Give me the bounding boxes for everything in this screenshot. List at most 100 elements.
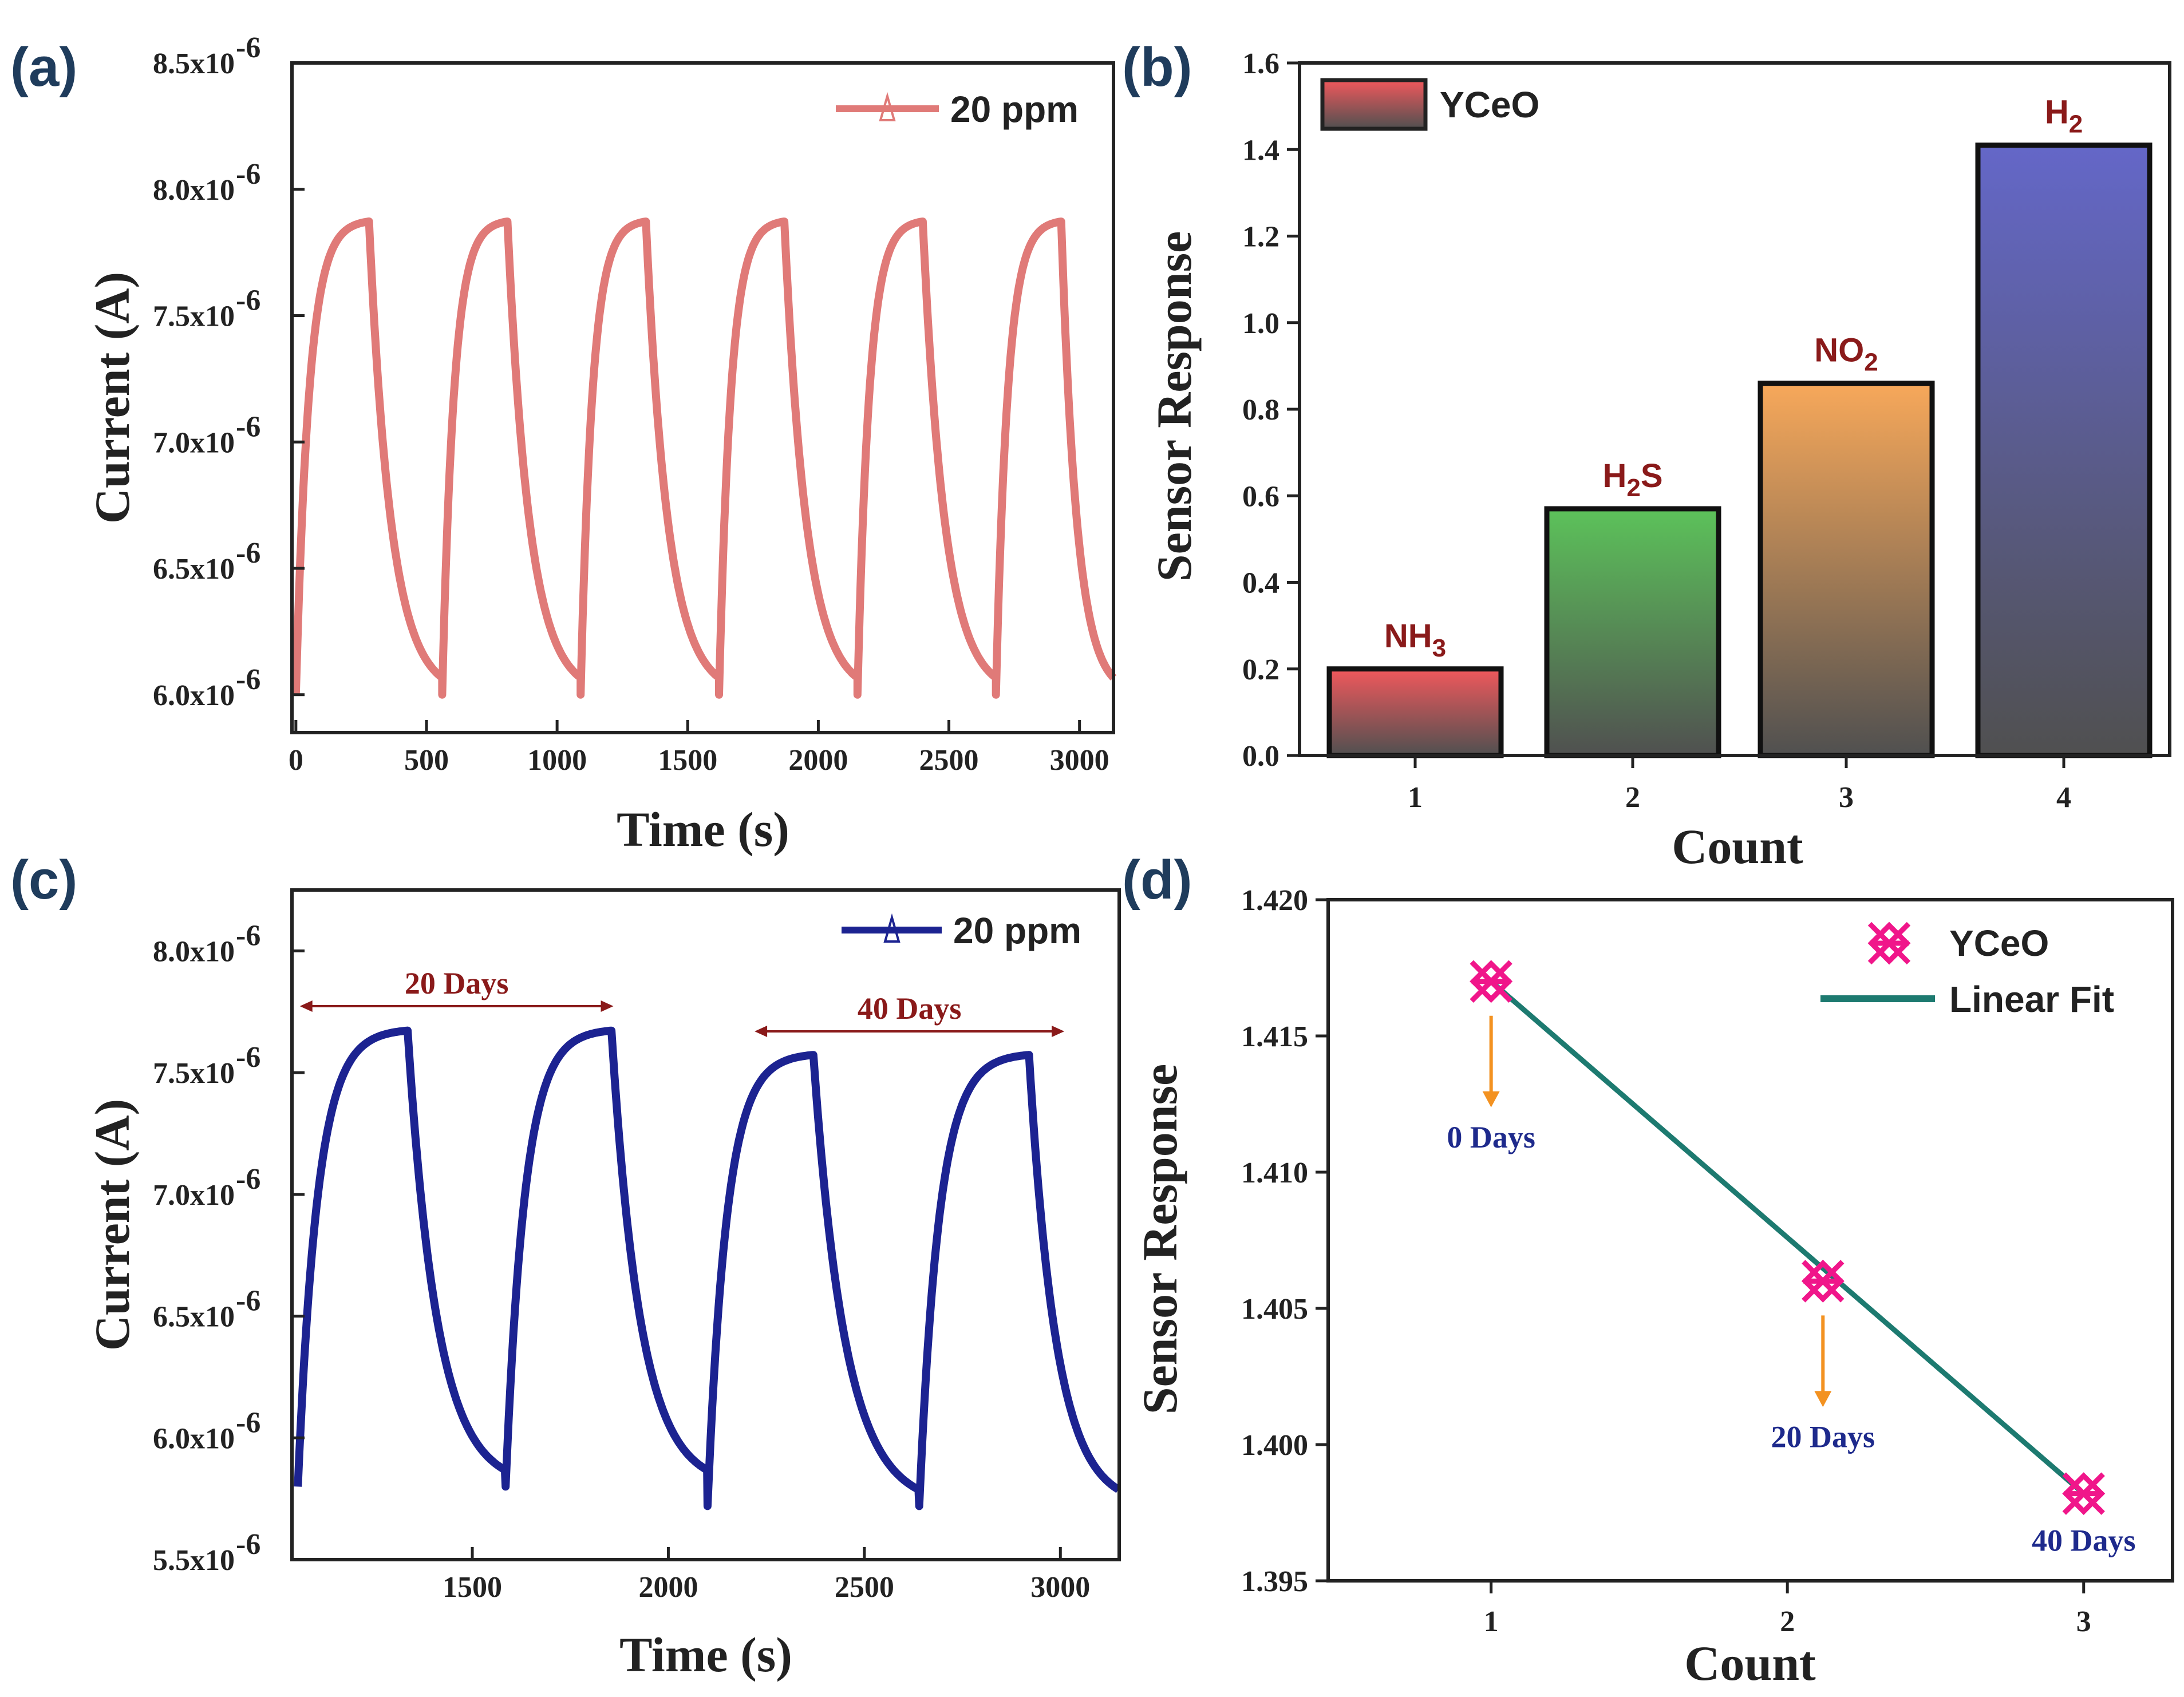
- panel-b-x-ticks: 1 2 3 4: [1408, 755, 2071, 814]
- panel-c-arrowhead-right: [601, 1000, 614, 1012]
- panel-c-frame: [290, 888, 1121, 1561]
- panel-b-x-tick-label: 2: [1625, 781, 1640, 814]
- panel-d-x-tick-label: 2: [1780, 1605, 1795, 1638]
- panel-a-y-tick-exponent: -6: [236, 410, 260, 443]
- panel-b-y-tick-label: 0.0: [1242, 740, 1279, 773]
- panel-d-fit-line: [1489, 979, 2086, 1496]
- panel-d-y-tick-label: 1.415: [1241, 1020, 1308, 1053]
- panel-a-y-tick-exponent: -6: [236, 537, 260, 569]
- panel-b-y-tick-label: 0.8: [1242, 394, 1279, 426]
- panel-c-y-tick-exponent: -6: [236, 1163, 260, 1196]
- panel-c-arrowhead-right: [1052, 1026, 1065, 1037]
- panel-c-x-tick-label: 1500: [443, 1571, 502, 1604]
- panel-b-x-tick-label: 4: [2056, 781, 2071, 814]
- panel-c-x-tick-label: 2000: [638, 1571, 698, 1604]
- panel-c-plot-area: [294, 1026, 1121, 1510]
- panel-a-x-ticks: 0 500 1000 1500 2000 2500 3000: [289, 720, 1109, 777]
- panel-b-legend-label: YCeO: [1440, 84, 1539, 125]
- panel-c-x-ticks: 1500 2000 2500 3000: [443, 1547, 1090, 1604]
- panel-d-y-axis-label: Sensor Response: [1132, 1064, 1187, 1414]
- panel-c-y-tick-label: 8.0x10: [153, 935, 235, 968]
- panel-a-y-axis-label: Current (A): [85, 272, 140, 524]
- panel-c-series-line: [294, 1026, 1121, 1510]
- panel-c-y-ticks: 5.5x10 -66.0x10 -66.5x10 -67.0x10 -67.5x10 -6…: [153, 919, 305, 1577]
- panel-a-plot-area: [291, 217, 1117, 699]
- panel-b-label: (b): [1122, 37, 1192, 98]
- panel-d-legend: YCeO Linear Fit: [1820, 921, 2114, 1020]
- panel-a-y-tick-label: 6.0x10: [153, 679, 235, 712]
- panel-c-annotation-label: 20 Days: [405, 966, 509, 1000]
- panel-d-y-tick-label: 1.395: [1241, 1565, 1308, 1598]
- panel-c-legend: 20 ppm: [842, 910, 1081, 951]
- panel-a-x-tick-label: 2500: [919, 744, 979, 777]
- panel-d-y-tick-label: 1.400: [1241, 1429, 1308, 1462]
- panel-d-x-tick-label: 1: [1484, 1605, 1499, 1638]
- panel-d-data-point: [1801, 1259, 1845, 1303]
- panel-a-y-tick-label: 7.0x10: [153, 426, 235, 459]
- panel-a-x-tick-label: 3000: [1050, 744, 1109, 777]
- panel-b-bar-label: NO2: [1814, 332, 1878, 377]
- panel-c-y-tick-exponent: -6: [236, 1041, 260, 1074]
- panel-c-y-tick-label: 6.5x10: [153, 1301, 235, 1334]
- panel-b-y-tick-label: 1.2: [1242, 221, 1279, 254]
- panel-d-x-ticks: 1 2 3: [1484, 1581, 2091, 1638]
- panel-c-y-tick-label: 7.5x10: [153, 1057, 235, 1090]
- panel-b-y-tick-label: 0.6: [1242, 480, 1279, 513]
- panel-a-x-tick-label: 500: [404, 744, 449, 777]
- panel-d-data-point-diamond: [1801, 1259, 1845, 1303]
- panel-c-x-axis-label: Time (s): [619, 1627, 792, 1682]
- panel-b-x-tick-label: 1: [1408, 781, 1423, 814]
- panel-c-y-tick-label: 5.5x10: [153, 1544, 235, 1577]
- panel-a-y-tick-label: 7.5x10: [153, 300, 235, 333]
- panel-c-y-tick-exponent: -6: [236, 1285, 260, 1318]
- panel-c-x-tick-label: 2500: [835, 1571, 894, 1604]
- panel-b-bar-label: NH3: [1384, 618, 1446, 662]
- panel-c-legend-marker: [883, 913, 901, 943]
- panel-b-bar-label: H2: [2045, 94, 2083, 139]
- panel-b-y-axis-label: Sensor Response: [1147, 231, 1202, 582]
- panel-a-frame: [290, 61, 1115, 734]
- panel-c-y-tick-label: 7.0x10: [153, 1179, 235, 1212]
- panel-c-y-tick-exponent: -6: [236, 919, 260, 952]
- panel-b-legend-swatch: [1320, 78, 1428, 131]
- panel-a-y-tick-exponent: -6: [236, 31, 260, 64]
- panel-b-y-tick-label: 1.0: [1242, 307, 1279, 340]
- panel-d-annotation-arrowhead: [1814, 1391, 1832, 1407]
- panel-b-legend: YCeO: [1320, 78, 1539, 131]
- panel-a-x-tick-label: 1500: [658, 744, 717, 777]
- panel-d-chart: 0 Days 20 Days 40 Days 1 2 3 1.395 1.400 1.405…: [1132, 884, 2174, 1691]
- panel-d-data-point: [1470, 960, 1513, 1003]
- panel-d-y-ticks: 1.395 1.400 1.405 1.410 1.415 1.420: [1241, 884, 1328, 1598]
- panel-a-y-tick-label: 6.5x10: [153, 553, 235, 586]
- panel-a-label: (a): [10, 37, 77, 98]
- panel-b-bars: NH3 H2S NO2 H2: [1326, 94, 2153, 758]
- panel-b-y-tick-label: 0.4: [1242, 567, 1279, 600]
- panel-a-chart: 0 500 1000 1500 2000 2500 3000 6.0x10 -66.5x10-…: [85, 31, 1117, 857]
- panel-a-y-tick-exponent: -6: [236, 284, 260, 317]
- panel-d-label: (d): [1122, 849, 1192, 911]
- panel-d-legend-marker-shape-diamond: [1867, 921, 1911, 965]
- panel-b-y-tick-label: 1.4: [1242, 134, 1279, 167]
- panel-a-x-axis-label: Time (s): [617, 802, 789, 857]
- panel-d-data-point-diamond: [1470, 960, 1513, 1003]
- panel-d-legend-label-ycoe: YCeO: [1949, 923, 2049, 964]
- panel-c-x-tick-label: 3000: [1030, 1571, 1090, 1604]
- panel-d-x-axis-label: Count: [1684, 1636, 1816, 1691]
- panel-b-x-tick-label: 3: [1839, 781, 1854, 814]
- panel-b-bar-label: H2S: [1602, 457, 1662, 502]
- panel-b-chart: NH3 H2S NO2 H2 1 2 3 4 0.0 0.2 0.4 0.6 0.8 1.0 1.2 1.…: [1147, 48, 2171, 874]
- panel-a-legend: 20 ppm: [836, 89, 1079, 130]
- panel-b-bar: [1544, 506, 1721, 758]
- panel-d-frame: [1326, 898, 2174, 1583]
- panel-d-data-point: [2062, 1472, 2106, 1516]
- panel-b-bar: [1758, 381, 1935, 758]
- panel-c-annotations: 20 Days 40 Days: [299, 966, 1065, 1037]
- panel-c-arrowhead-left: [755, 1026, 768, 1037]
- panel-a-legend-marker: [879, 92, 896, 121]
- panel-a-y-tick-label: 8.5x10: [153, 48, 235, 80]
- panel-b-bar: [1326, 666, 1504, 758]
- panel-b-bar: [1975, 143, 2153, 758]
- panel-c-y-tick-exponent: -6: [236, 1406, 260, 1439]
- panel-d-point-label: 40 Days: [2032, 1524, 2136, 1558]
